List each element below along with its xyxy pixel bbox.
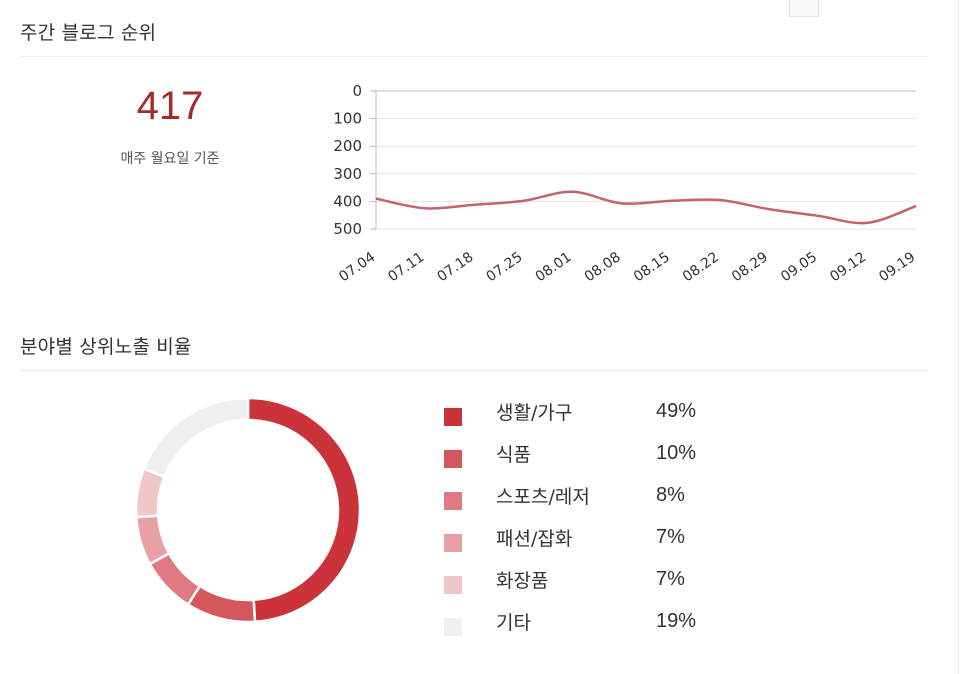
x-tick-label: 09.12 bbox=[827, 249, 869, 285]
section-divider bbox=[20, 56, 928, 57]
x-tick-label: 07.04 bbox=[336, 249, 378, 285]
rank-data-point bbox=[768, 208, 770, 210]
x-tick-label: 08.15 bbox=[631, 249, 673, 285]
legend-value: 49% bbox=[656, 400, 697, 422]
x-tick-label: 07.11 bbox=[385, 249, 427, 285]
rank-data-point bbox=[817, 215, 819, 217]
legend-value: 7% bbox=[656, 526, 685, 548]
legend-value: 7% bbox=[656, 568, 685, 590]
legend-label: 화장품 bbox=[496, 570, 549, 592]
rank-data-point bbox=[620, 202, 622, 204]
x-tick-label: 08.08 bbox=[582, 249, 624, 285]
x-tick-label: 07.25 bbox=[484, 249, 526, 285]
legend-value: 19% bbox=[656, 610, 697, 632]
section-divider bbox=[20, 370, 928, 371]
legend-item: 패션/잡화 7% bbox=[444, 522, 744, 564]
legend-item: 화장품 7% bbox=[444, 564, 744, 606]
legend-swatch bbox=[444, 534, 462, 552]
weekly-rank-title: 주간 블로그 순위 bbox=[20, 22, 157, 44]
category-donut-chart bbox=[134, 396, 362, 624]
y-tick-label: 0 bbox=[352, 82, 362, 100]
legend-item: 식품 10% bbox=[444, 438, 744, 480]
donut-slice bbox=[134, 514, 171, 566]
scroll-handle[interactable] bbox=[789, 0, 819, 17]
x-tick-label: 08.29 bbox=[729, 249, 771, 285]
rank-value: 417 bbox=[136, 84, 204, 128]
legend-label: 식품 bbox=[496, 444, 531, 466]
legend-label: 스포츠/레저 bbox=[496, 486, 590, 508]
x-tick-label: 08.22 bbox=[680, 249, 722, 285]
rank-data-point bbox=[473, 204, 475, 206]
donut-slice bbox=[142, 396, 250, 479]
rank-caption: 매주 월요일 기준 bbox=[120, 151, 220, 167]
x-tick-label: 08.01 bbox=[533, 249, 575, 285]
rank-data-point bbox=[915, 205, 917, 207]
rank-data-point bbox=[866, 222, 868, 224]
legend-label: 패션/잡화 bbox=[496, 528, 573, 550]
legend-label: 생활/가구 bbox=[496, 402, 573, 424]
rank-data-point bbox=[719, 199, 721, 201]
legend-value: 8% bbox=[656, 484, 685, 506]
rank-series-line bbox=[375, 190, 917, 225]
legend-swatch bbox=[444, 450, 462, 468]
x-tick-label: 09.05 bbox=[778, 249, 820, 285]
rank-data-point bbox=[375, 198, 377, 200]
legend-item: 스포츠/레저 8% bbox=[444, 480, 744, 522]
legend-swatch bbox=[444, 408, 462, 426]
donut-legend: 생활/가구 49% 식품 10% 스포츠/레저 8% 패션/잡화 7% 화장품 7% 기타 19% bbox=[444, 396, 744, 648]
rank-data-point bbox=[670, 200, 672, 202]
donut-slice bbox=[246, 396, 362, 624]
legend-swatch bbox=[444, 492, 462, 510]
legend-item: 생활/가구 49% bbox=[444, 396, 744, 438]
legend-item: 기타 19% bbox=[444, 606, 744, 648]
panel-edge bbox=[958, 0, 959, 674]
y-tick-label: 500 bbox=[333, 220, 362, 238]
y-tick-label: 100 bbox=[333, 110, 362, 128]
rank-data-point bbox=[571, 191, 573, 193]
donut-slice bbox=[186, 584, 257, 624]
legend-value: 10% bbox=[656, 442, 697, 464]
rank-data-point bbox=[522, 200, 524, 202]
y-tick-label: 300 bbox=[333, 165, 362, 183]
legend-swatch bbox=[444, 618, 462, 636]
y-tick-label: 200 bbox=[333, 137, 362, 155]
x-tick-label: 07.18 bbox=[434, 249, 476, 285]
x-tick-label: 09.19 bbox=[876, 249, 918, 285]
legend-swatch bbox=[444, 576, 462, 594]
y-tick-label: 400 bbox=[333, 192, 362, 210]
rank-data-point bbox=[424, 207, 426, 209]
category-share-title: 분야별 상위노출 비율 bbox=[20, 336, 192, 358]
legend-label: 기타 bbox=[496, 612, 531, 634]
